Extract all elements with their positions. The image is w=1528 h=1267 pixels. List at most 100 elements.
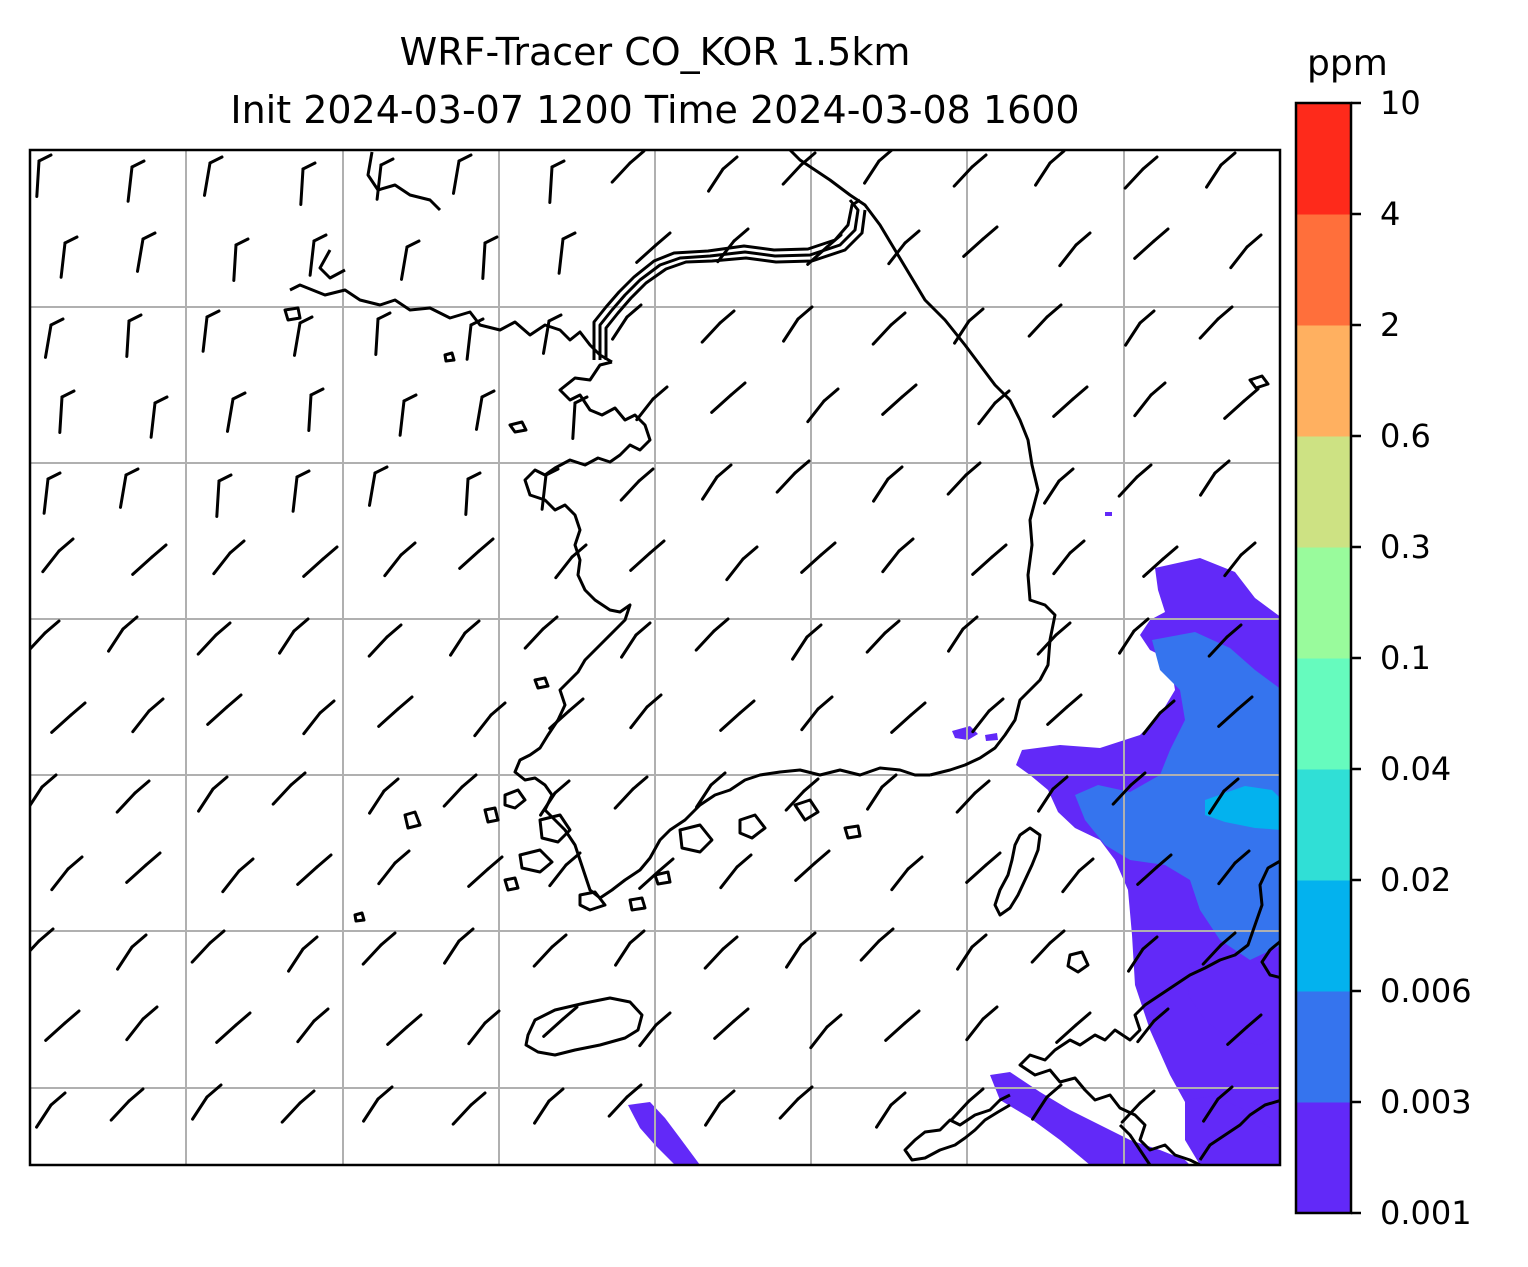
wind-barb [866,785,884,811]
wind-barb-feather [631,775,649,791]
island-south-4 [843,824,862,840]
wind-barb [694,629,716,652]
wind-barb [540,473,548,511]
wind-barb-feather [225,693,243,709]
wind-barb [149,401,157,439]
coastline-liaodong [289,151,613,364]
island-jeju [524,996,644,1057]
island-south-1 [678,823,714,854]
wind-barb-feather [903,1009,921,1025]
island-south-3 [793,798,820,822]
wind-barb [1202,1097,1220,1123]
wind-barb [1123,167,1145,190]
wind-barb-feather [234,237,250,247]
wind-barb-feather [1152,1007,1170,1023]
wind-barb [362,1097,380,1123]
wind-barb-feather [298,315,314,325]
wind-barb [784,789,806,812]
wind-barb-feather [802,777,820,793]
wind-barb-feather [292,617,310,633]
wind-barb-feather [903,229,921,245]
wind-barb-feather [1239,541,1257,557]
wind-barb [126,165,134,203]
wind-barb [557,237,565,275]
wind-barb-feather [49,317,65,327]
wind-barb-feather [735,853,753,869]
coastline-honshu [1260,939,1280,980]
wind-barb [225,397,235,433]
wind-barb-feather [130,933,148,949]
wind-barb [875,1103,893,1129]
wind-barb-feather [561,231,577,241]
wind-barb [871,323,893,346]
wind-barb [109,1099,131,1122]
wind-barb-feather [63,235,79,245]
colorbar-segment [1296,658,1351,770]
wind-barb [1058,243,1078,268]
wind-barb-feather [718,309,736,325]
wind-barb-feather [301,935,319,951]
wind-barb-feather [211,775,229,791]
wind-barb-feather [477,537,495,553]
wind-barb-feather [312,1007,330,1023]
wind-barb-feather [147,697,165,713]
colorbar-tick-label: 0.006 [1380,972,1472,1010]
wind-barb-feather [469,1091,487,1107]
wind-barb [554,555,574,580]
wind-barb [977,401,997,426]
wind-barb [946,473,968,496]
wind-barb-feather [721,155,739,171]
island-2 [533,676,550,690]
wind-barb [125,1017,145,1042]
wind-barb-feather [318,699,336,715]
wind-barb [451,1103,473,1126]
wind-barb [1061,869,1081,894]
wind-barb-feather [1132,617,1150,633]
wind-barb [947,627,965,653]
wind-barb-feather [625,303,643,319]
wind-barb-feather [561,1005,579,1021]
wind-barb-feather [217,473,233,483]
wind-barb-feather [732,1007,750,1023]
wind-barb [607,1095,629,1118]
wind-barb [308,239,316,277]
wind-barb [703,947,725,970]
wind-barb [884,1021,907,1042]
wind-barb-feather [402,393,418,403]
wind-barb [695,783,713,809]
wind-barb [629,705,649,730]
wind-barb-feather [1155,853,1173,869]
wind-barb [548,709,571,730]
wind-barb-feather [993,389,1011,405]
island-3 [503,788,527,810]
wind-barb [1120,1101,1142,1124]
wind-barb [782,317,800,343]
wind-barb-feather [1158,699,1176,715]
wind-barb [135,237,145,273]
wind-barb-feather [463,619,481,635]
wind-barb [1030,941,1052,964]
wind-barb-feather [813,849,831,865]
wind-barb-feather [1141,935,1159,951]
wind-barb [1223,553,1243,578]
wind-barb-feather [483,235,499,245]
wind-barb-feather [205,1083,223,1099]
wind-barb-feather [1245,233,1263,249]
wind-barb [629,551,652,572]
island-12 [283,306,302,322]
wind-barb [35,1103,53,1129]
wind-barb [35,159,41,198]
wind-barb-feather [967,1087,985,1103]
border-north-korea-2 [604,209,867,360]
wind-barb-feather [886,465,904,481]
wind-barb-feather [1071,385,1089,401]
wind-barb [965,1017,985,1042]
wind-barb [202,161,212,197]
wind-barb [952,165,974,188]
wind-barb [635,243,658,264]
wind-barb [1223,399,1246,420]
wind-barb [710,393,733,414]
tracer-plume-0.003-south [1188,958,1280,1045]
wind-barb-feather [1161,545,1179,561]
